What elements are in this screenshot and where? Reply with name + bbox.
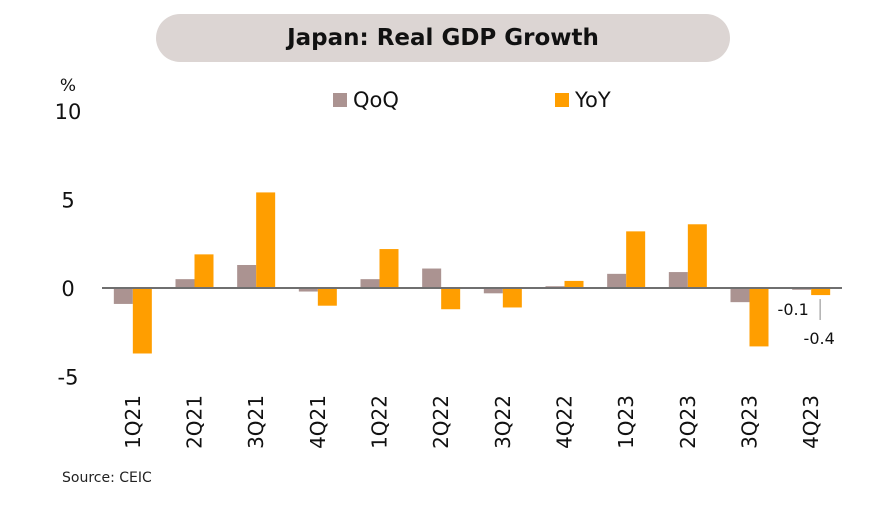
x-axis-ticks: 1Q21 2Q21 3Q21 4Q21 1Q22 2Q22 3Q22 4Q22 1Q23 2Q23…	[121, 395, 823, 449]
x-tick-label: 4Q21	[306, 395, 330, 449]
data-label-yoy-4q23: -0.4	[804, 329, 835, 348]
y-tick-label: 5	[61, 189, 74, 213]
bar-yoy-3q23	[749, 288, 769, 347]
legend-swatch-qoq	[333, 93, 347, 107]
y-tick-label: 10	[55, 100, 82, 124]
bar-qoq-1q21	[113, 288, 133, 304]
bar-yoy-2q23	[687, 224, 707, 288]
bar-yoy-4q23	[811, 288, 831, 296]
data-labels: -0.1 -0.4	[778, 299, 835, 348]
bar-qoq-2q23	[668, 272, 688, 288]
bar-yoy-3q22	[502, 288, 522, 308]
bar-yoy-4q22	[564, 280, 584, 288]
x-tick-label: 2Q23	[676, 395, 700, 449]
bar-qoq-3q21	[237, 264, 257, 288]
data-label-qoq-4q23: -0.1	[778, 300, 809, 319]
x-tick-label: 3Q23	[738, 395, 762, 449]
bar-qoq-3q23	[730, 288, 750, 303]
bar-qoq-4q21	[298, 288, 318, 292]
y-axis-label: %	[60, 76, 76, 96]
legend: QoQ YoY	[333, 88, 611, 112]
x-tick-label: 2Q22	[429, 395, 453, 449]
x-tick-label: 3Q22	[491, 395, 515, 449]
bar-yoy-1q23	[626, 231, 646, 288]
y-tick-label: -5	[58, 366, 79, 390]
bar-qoq-3q22	[483, 288, 503, 294]
x-tick-label: 1Q23	[614, 395, 638, 449]
source-note: Source: CEIC	[62, 470, 152, 486]
legend-label-qoq: QoQ	[353, 88, 399, 112]
y-tick-label: 0	[61, 277, 74, 301]
legend-swatch-yoy	[555, 93, 569, 107]
x-tick-label: 4Q22	[553, 395, 577, 449]
bar-qoq-2q22	[422, 268, 442, 288]
bars	[113, 192, 831, 354]
bar-yoy-2q21	[194, 254, 214, 288]
bar-yoy-1q22	[379, 249, 399, 288]
bar-qoq-2q21	[175, 279, 195, 288]
x-tick-label: 1Q21	[121, 395, 145, 449]
x-tick-label: 2Q21	[183, 395, 207, 449]
bar-yoy-3q21	[256, 192, 276, 288]
legend-label-yoy: YoY	[574, 88, 611, 112]
x-tick-label: 3Q21	[244, 395, 268, 449]
x-tick-label: 1Q22	[368, 395, 392, 449]
bar-yoy-4q21	[317, 288, 337, 306]
bar-yoy-1q21	[132, 288, 152, 354]
x-tick-label: 4Q23	[799, 395, 823, 449]
bar-yoy-2q22	[441, 288, 461, 310]
y-axis-ticks: 10 5 0 -5	[55, 100, 82, 390]
bar-qoq-1q23	[607, 273, 627, 288]
bar-qoq-1q22	[360, 279, 380, 288]
chart-title: Japan: Real GDP Growth	[156, 14, 730, 62]
